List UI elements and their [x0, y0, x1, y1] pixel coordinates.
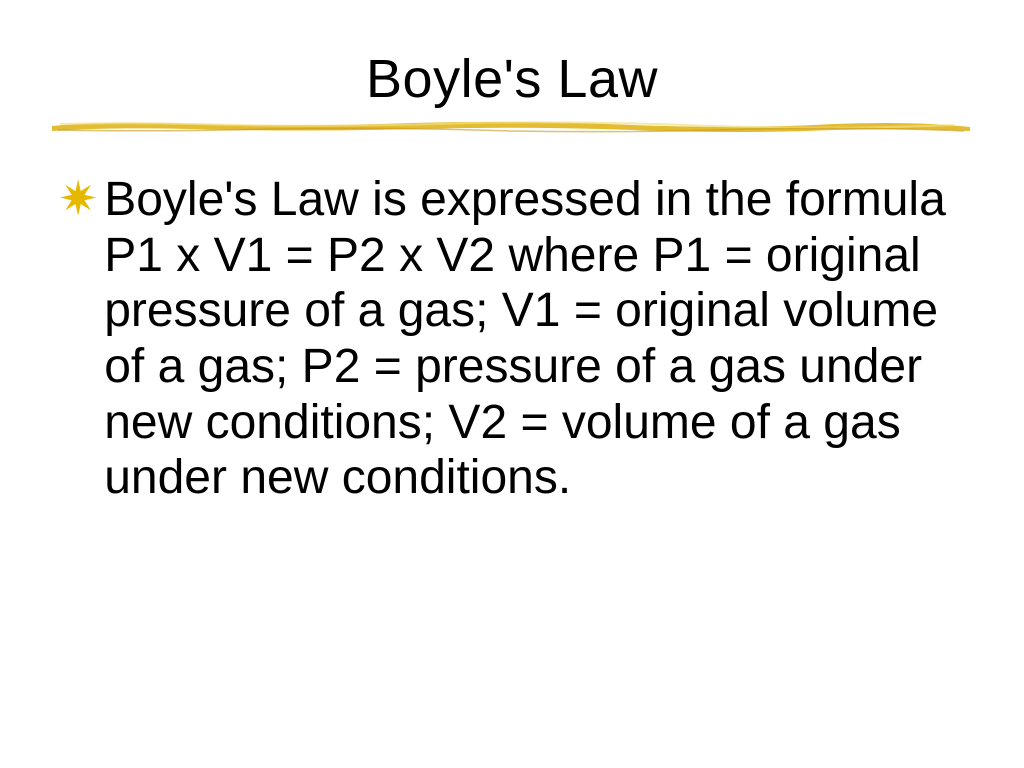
- body-text: Boyle's Law is expressed in the formula …: [104, 172, 954, 506]
- title-underline: [50, 118, 974, 136]
- slide-container: Boyle's Law ✷ Boyle's Law is expressed i…: [0, 0, 1024, 768]
- slide-body: ✷ Boyle's Law is expressed in the formul…: [50, 172, 974, 506]
- bullet-item: ✷ Boyle's Law is expressed in the formul…: [58, 172, 954, 506]
- brush-underline-icon: [50, 118, 974, 136]
- bullet-icon: ✷: [58, 172, 98, 227]
- slide-title: Boyle's Law: [50, 48, 974, 110]
